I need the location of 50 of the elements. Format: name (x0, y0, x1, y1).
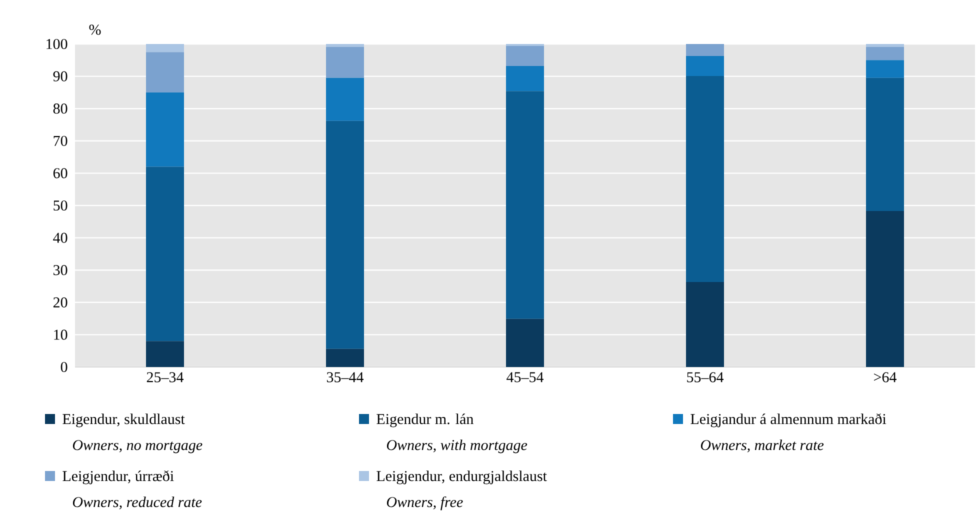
bar (146, 44, 184, 52)
x-tick-label: >64 (874, 372, 896, 382)
bar (146, 92, 184, 167)
x-tick-label: 25–34 (146, 372, 184, 382)
legend-label: Eigendur m. lán (376, 414, 474, 428)
text: Owners, no mortgage (72, 440, 202, 454)
x-tick-label: 45–54 (506, 372, 544, 382)
text: Owners, reduced rate (72, 496, 202, 510)
y-tick-label: 10 (54, 330, 68, 340)
bar (146, 52, 184, 92)
bar (506, 91, 544, 319)
y-tick-label: 20 (53, 297, 68, 308)
legend-label: Leigjendur, úrræði (62, 470, 174, 484)
legend-label: Leigjandur á almennum markaði (690, 413, 886, 428)
y-tick-label: 90 (53, 71, 68, 82)
bar (326, 44, 364, 47)
y-tick-label: 80 (53, 104, 68, 114)
y-tick-label: 70 (54, 136, 68, 146)
text: Owners, with mortgage (386, 440, 528, 454)
text: Owners, free (386, 496, 463, 510)
y-tick-label: 100 (46, 38, 68, 50)
y-tick-label: 50 (54, 200, 68, 211)
bar (866, 60, 904, 78)
bar (866, 210, 904, 367)
y-tick-label: 30 (54, 265, 68, 276)
bar (146, 341, 184, 367)
bar (866, 78, 904, 211)
bar (686, 56, 724, 76)
bar (866, 44, 904, 47)
bar (866, 46, 904, 60)
legend-label: Eigendur, skuldlaust (62, 414, 185, 428)
y-tick-label: 60 (53, 168, 68, 178)
bar (686, 44, 724, 56)
bar (326, 120, 364, 349)
y-tick-label: 0 (60, 362, 68, 372)
bar (146, 166, 184, 342)
bar (326, 78, 364, 121)
x-tick-label: 35–44 (326, 372, 364, 382)
y-tick-label: 40 (53, 232, 68, 243)
text: Owners, market rate (700, 440, 824, 452)
bar (506, 46, 544, 66)
legend-label: Leigjendur, endurgjaldslaust (376, 470, 547, 484)
x-tick-label: 55–64 (687, 372, 724, 382)
bar (686, 76, 724, 282)
bar (326, 46, 364, 78)
bar (506, 318, 544, 367)
bar (686, 282, 724, 367)
y-axis-title: % (89, 24, 101, 35)
bar (506, 66, 544, 92)
bar (326, 348, 364, 367)
